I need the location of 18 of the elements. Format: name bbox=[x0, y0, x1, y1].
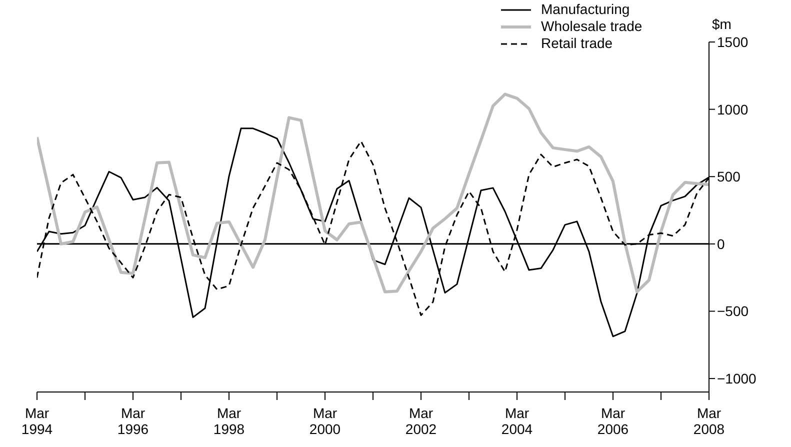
x-tick-label: Mar 1994 bbox=[21, 405, 53, 437]
x-tick-label: Mar 1996 bbox=[117, 405, 149, 437]
legend-label: Retail trade bbox=[541, 35, 613, 52]
x-tick-label: Mar 2008 bbox=[693, 405, 725, 437]
y-tick-label: −500 bbox=[717, 303, 749, 320]
x-tick-label: Mar 2004 bbox=[501, 405, 533, 437]
y-tick-label: 1000 bbox=[717, 101, 748, 118]
y-tick-label: 0 bbox=[717, 236, 725, 252]
y-tick-label: 1500 bbox=[717, 34, 748, 50]
x-tick-label: Mar 2002 bbox=[405, 405, 437, 437]
legend-label: Wholesale trade bbox=[541, 18, 642, 35]
y-axis-title: $m bbox=[712, 16, 732, 32]
x-tick-label: Mar 2006 bbox=[597, 405, 629, 437]
x-tick-label: Mar 1998 bbox=[213, 405, 245, 437]
y-tick-label: 500 bbox=[717, 168, 741, 185]
legend-label: Manufacturing bbox=[541, 1, 630, 18]
x-tick-label: Mar 2000 bbox=[309, 405, 341, 437]
y-tick-label: −1000 bbox=[717, 370, 757, 387]
